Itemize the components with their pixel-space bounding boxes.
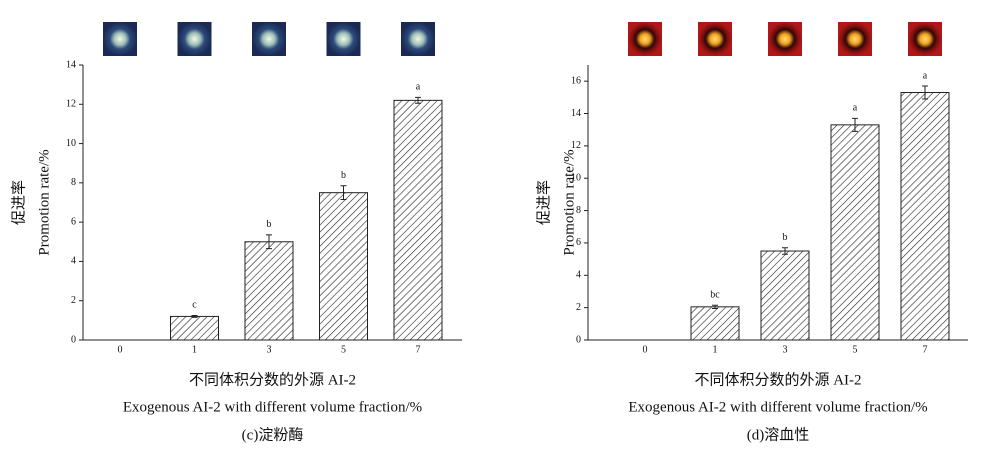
y-tick-label: 0 xyxy=(576,334,581,345)
significance-letter: b xyxy=(783,232,788,243)
significance-letter: b xyxy=(341,170,346,181)
thumbnail xyxy=(628,22,662,56)
thumbnail xyxy=(908,22,942,56)
y-tick-label: 8 xyxy=(576,205,581,216)
y-label-cn: 促进率 xyxy=(10,180,27,225)
y-tick-label: 8 xyxy=(71,177,76,188)
y-tick-label: 10 xyxy=(571,173,581,184)
x-tick-label: 0 xyxy=(643,344,648,355)
bar xyxy=(690,306,740,341)
y-tick-label: 4 xyxy=(71,256,76,267)
bar xyxy=(900,92,950,341)
x-label-en: Exogenous AI-2 with different volume fra… xyxy=(628,399,927,415)
x-tick-label: 0 xyxy=(118,344,123,355)
y-tick-label: 6 xyxy=(576,237,581,248)
x-tick-label: 7 xyxy=(416,344,421,355)
y-tick-label: 16 xyxy=(571,75,581,86)
bar xyxy=(319,192,368,341)
thumbnail xyxy=(326,22,361,56)
y-tick-label: 12 xyxy=(571,140,581,151)
x-tick-label: 5 xyxy=(341,344,346,355)
significance-letter: b xyxy=(267,219,272,230)
thumbnail xyxy=(838,22,872,56)
y-label-cn: 促进率 xyxy=(535,180,552,225)
bar xyxy=(830,124,880,341)
error-bar xyxy=(266,234,272,250)
x-tick-label: 5 xyxy=(853,344,858,355)
y-tick-label: 12 xyxy=(66,99,76,110)
y-tick-label: 4 xyxy=(576,270,581,281)
caption: (c)淀粉酶 xyxy=(242,426,304,443)
error-bar xyxy=(415,96,421,104)
significance-letter: c xyxy=(192,300,197,311)
significance-letter: a xyxy=(853,103,858,114)
error-bar xyxy=(922,85,928,100)
y-label-en: Promotion rate/% xyxy=(36,149,52,255)
thumbnail xyxy=(252,22,286,56)
bar xyxy=(760,250,810,341)
error-bar xyxy=(191,314,198,318)
thumbnail xyxy=(768,22,802,56)
thumbnail xyxy=(401,22,435,56)
y-label-en: Promotion rate/% xyxy=(561,149,577,255)
y-tick-label: 14 xyxy=(571,108,581,119)
y-tick-label: 14 xyxy=(66,59,76,70)
x-tick-label: 7 xyxy=(923,344,928,355)
y-tick-label: 2 xyxy=(576,302,581,313)
thumbnail xyxy=(177,22,212,56)
x-label-cn: 不同体积分数的外源 AI-2 xyxy=(189,371,356,388)
x-tick-label: 1 xyxy=(713,344,718,355)
y-tick-label: 0 xyxy=(71,334,76,345)
x-tick-label: 1 xyxy=(192,344,197,355)
significance-letter: a xyxy=(416,82,421,93)
error-bar xyxy=(712,304,718,309)
significance-letter: a xyxy=(923,70,928,81)
bar xyxy=(393,99,443,341)
error-bar xyxy=(852,117,858,132)
caption: (d)溶血性 xyxy=(747,426,810,443)
x-tick-label: 3 xyxy=(783,344,788,355)
thumbnail xyxy=(698,22,732,56)
x-tick-label: 3 xyxy=(267,344,272,355)
bar xyxy=(244,241,294,341)
y-tick-label: 2 xyxy=(71,295,76,306)
y-tick-label: 10 xyxy=(66,138,76,149)
x-label-cn: 不同体积分数的外源 AI-2 xyxy=(694,371,861,388)
y-tick-label: 6 xyxy=(71,216,76,227)
error-bar xyxy=(340,185,347,201)
x-label-en: Exogenous AI-2 with different volume fra… xyxy=(123,399,422,415)
bar xyxy=(170,315,219,341)
significance-letter: bc xyxy=(710,290,720,301)
thumbnail xyxy=(103,22,137,56)
error-bar xyxy=(782,247,788,255)
